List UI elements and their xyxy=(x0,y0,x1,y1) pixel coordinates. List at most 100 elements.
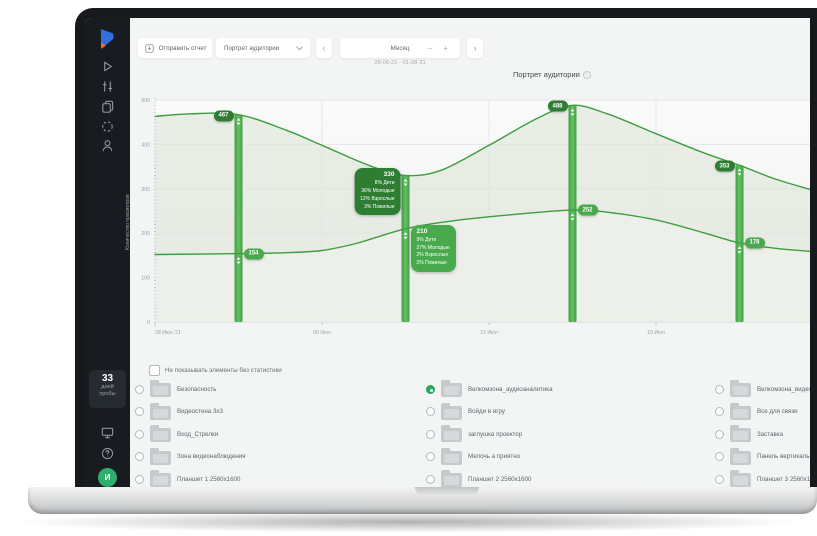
documents-icon[interactable] xyxy=(100,99,115,114)
folder-thumbnail-icon xyxy=(150,402,171,420)
radio-icon[interactable] xyxy=(715,429,724,439)
screen-list-item[interactable]: Планшет 3 2560х1600 xyxy=(715,470,810,487)
item-label: Велкомзона_аудиоаналитика xyxy=(468,385,553,393)
screen-list-item[interactable]: Велкомзона_видеоаналитика xyxy=(715,380,810,398)
chart-title: Портрет аудитории i xyxy=(513,70,591,79)
radio-icon[interactable] xyxy=(715,407,724,416)
report-type-dropdown[interactable]: Портрет аудитории xyxy=(216,38,310,58)
help-icon[interactable] xyxy=(100,446,115,461)
profile-icon[interactable] xyxy=(100,138,115,153)
item-label: Мелочь а приятно xyxy=(468,453,521,460)
radio-icon[interactable] xyxy=(135,407,144,416)
screen-list-item[interactable]: Планшет 1 2560х1600 xyxy=(135,470,240,487)
date-range: 28-06-21 - 01-08-21 xyxy=(374,60,426,66)
screen-list-item[interactable]: Заставка xyxy=(715,425,783,443)
trial-caption-1: дней xyxy=(101,384,114,390)
svg-text:0: 0 xyxy=(147,320,150,326)
chart-title-text: Портрет аудитории xyxy=(513,70,580,79)
svg-text:200: 200 xyxy=(141,231,150,237)
svg-text:05 Июл: 05 Июл xyxy=(313,330,331,336)
screen-list-item[interactable]: заглушка проектор xyxy=(426,425,522,443)
svg-text:500: 500 xyxy=(141,98,150,104)
hide-empty-checkbox-row[interactable]: Не показывать элементы без статистики xyxy=(149,365,282,376)
trial-badge[interactable]: 33 дней пробы xyxy=(89,370,126,408)
folder-thumbnail-icon xyxy=(730,447,751,465)
screen-list-item[interactable]: Безопасность xyxy=(135,380,216,398)
send-report-button[interactable]: Отправить отчет xyxy=(138,38,212,58)
folder-thumbnail-icon xyxy=(730,402,751,420)
svg-text:19 Июл: 19 Июл xyxy=(647,330,665,336)
item-label: Планшет 2 2560х1600 xyxy=(468,475,532,483)
radio-icon[interactable] xyxy=(426,429,435,439)
next-period-button[interactable]: › xyxy=(467,38,483,58)
svg-text:100: 100 xyxy=(141,276,150,282)
folder-thumbnail-icon xyxy=(730,380,751,397)
screen-list-item[interactable]: Вход_Стрелки xyxy=(135,425,218,443)
sliders-icon[interactable] xyxy=(100,79,115,94)
prev-period-button[interactable]: ‹ xyxy=(316,38,332,58)
item-label: заглушка проектор xyxy=(468,430,523,438)
item-label: Вход_Стрелки xyxy=(177,430,219,438)
screen-list-item[interactable]: Велкомзона_аудиоаналитика xyxy=(426,380,553,398)
screen-list-item[interactable]: Все для связи xyxy=(715,402,798,421)
svg-text:12 Июл: 12 Июл xyxy=(480,330,498,336)
info-icon[interactable]: i xyxy=(582,70,591,79)
screen-list-item[interactable]: Планшет 2 2560х1600 xyxy=(426,470,531,487)
hide-empty-label: Не показывать элементы без статистики xyxy=(165,367,282,374)
item-label: Войди в игру xyxy=(468,408,505,415)
item-label: Заставка xyxy=(757,430,784,438)
screen-list-item[interactable]: Войди в игру xyxy=(426,402,505,421)
folder-thumbnail-icon xyxy=(441,380,462,397)
item-label: Безопасность xyxy=(177,385,217,393)
laptop-base xyxy=(28,487,817,514)
screen-list-item[interactable]: Зона видеонаблюдения xyxy=(135,447,246,466)
radio-icon[interactable] xyxy=(426,474,435,484)
value-pill: 178 xyxy=(744,237,765,249)
laptop-shadow xyxy=(0,511,817,533)
period-value: Месяц xyxy=(390,44,410,52)
report-type-value: Портрет аудитории xyxy=(224,44,280,52)
radio-icon[interactable] xyxy=(135,429,144,439)
app-logo-icon[interactable] xyxy=(96,27,118,51)
folder-thumbnail-icon xyxy=(150,470,171,487)
checkbox-icon[interactable] xyxy=(149,365,160,376)
radio-icon[interactable] xyxy=(715,474,724,484)
display-icon[interactable] xyxy=(100,425,115,440)
value-pill: 353 xyxy=(714,160,735,172)
laptop-notch xyxy=(415,487,479,496)
radio-icon[interactable] xyxy=(715,452,724,461)
radio-icon[interactable] xyxy=(135,384,144,394)
radio-icon[interactable] xyxy=(135,474,144,484)
value-pill: 488 xyxy=(547,100,568,112)
chevron-down-icon xyxy=(296,46,303,53)
radio-icon[interactable] xyxy=(426,452,435,461)
user-avatar[interactable]: И xyxy=(98,468,117,487)
item-label: Планшет 3 2560х1600 xyxy=(757,475,810,483)
item-label: Все для связи xyxy=(757,408,798,415)
folder-thumbnail-icon xyxy=(150,447,171,465)
value-pill: 467 xyxy=(213,110,234,122)
folder-thumbnail-icon xyxy=(150,425,171,442)
screen-list-item[interactable]: Мелочь а приятно xyxy=(426,447,521,466)
folder-thumbnail-icon xyxy=(150,380,171,397)
zoom-out-button[interactable]: – xyxy=(427,43,432,53)
screen-list-item[interactable]: Видеостена 3х3 xyxy=(135,402,223,421)
zoom-in-button[interactable]: + xyxy=(443,43,448,53)
folder-thumbnail-icon xyxy=(441,425,462,442)
folder-thumbnail-icon xyxy=(441,402,462,420)
y-axis-label: Количество просмотров xyxy=(125,194,131,250)
play-icon[interactable] xyxy=(100,59,115,74)
period-selector[interactable]: Месяц – + xyxy=(340,38,460,58)
radio-icon[interactable] xyxy=(135,452,144,461)
radio-icon[interactable] xyxy=(426,407,435,416)
download-icon xyxy=(144,43,154,53)
value-pill: 252 xyxy=(577,204,598,216)
screen-list-item[interactable]: Панель вертикальная внутренняя xyxy=(715,447,810,466)
radio-selected-icon[interactable] xyxy=(426,384,435,394)
folder-thumbnail-icon xyxy=(441,447,462,465)
item-label: Видеостена 3х3 xyxy=(177,408,223,415)
radio-icon[interactable] xyxy=(715,384,724,394)
loading-circle-icon[interactable] xyxy=(100,119,115,134)
item-label: Панель вертикальная внутренняя xyxy=(757,453,810,460)
